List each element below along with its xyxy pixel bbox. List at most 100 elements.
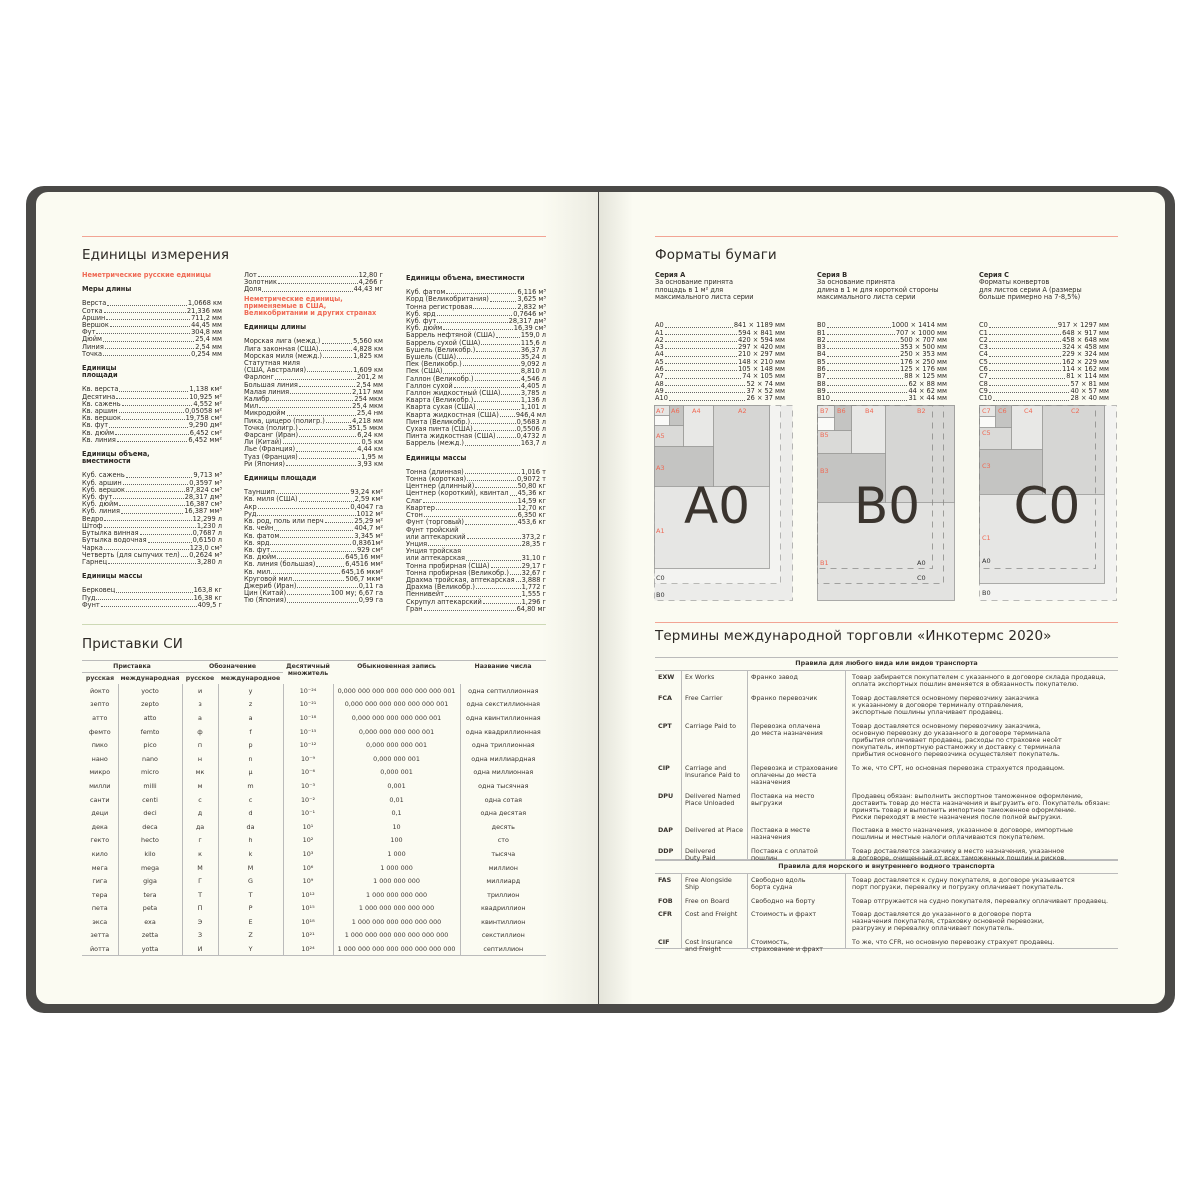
multiplier: 10⁻¹² [282, 738, 334, 752]
term-english: Carriage Paid to [681, 720, 747, 762]
format-row: B3 353 × 500 мм [817, 343, 947, 351]
dot-leader [100, 605, 197, 607]
unit-row: Куб. линия 16,387 мм³ [82, 508, 222, 515]
prefix-intl: yocto [117, 684, 183, 698]
multiplier: 10⁻² [282, 792, 334, 807]
number-name: одна тысячная [459, 779, 547, 793]
unit-name: Галлон (Великобр.) [406, 374, 474, 383]
sheet-2 [713, 405, 770, 487]
unit-value: 2,54 мм [356, 380, 383, 389]
unit-list: Берковец 163,8 кг Пуд 16,38 кг Фунт 409,5 г [82, 587, 222, 609]
dot-leader [102, 340, 195, 342]
ordinary-notation: 1 000 000 000 000 000 000 000 [332, 928, 461, 943]
unit-row: Квартер 12,70 кг [406, 504, 546, 512]
symbol-intl: c [217, 792, 284, 807]
si-row: нано nano н n 10⁻⁹ 0,000 000 001 одна миллиард… [82, 751, 547, 766]
unit-row: Кв. миля (США) 2,59 км² [244, 496, 383, 503]
format-name: C4 [979, 350, 988, 359]
unit-name: Баррель (межд.) [406, 439, 464, 448]
number-name: одна квинтиллионная [459, 711, 547, 725]
symbol-ru: Г [181, 874, 219, 888]
unit-row: Кв. дюйм 645,16 мм² [244, 553, 383, 561]
unit-value: 0,2624 м³ [189, 550, 222, 559]
dot-leader [464, 523, 517, 525]
term-russian: Перевозка оплачена до места назначения [747, 720, 845, 762]
dot-leader [324, 522, 354, 524]
unit-name: Кварта жидкостная (США) [406, 410, 499, 419]
dot-leader [423, 609, 516, 611]
unit-value: 1012 м² [356, 509, 384, 518]
series-description: За основание принята площадь в 1 м² для … [655, 278, 754, 301]
unit-value: 6,24 км [357, 431, 383, 440]
unit-name: Кв. фут [244, 545, 271, 554]
unit-value: 946,4 мл [515, 410, 546, 419]
dot-leader [471, 423, 516, 425]
unit-value: 4,218 мм [352, 416, 383, 425]
unit-name: Кв. фатом [244, 531, 280, 540]
multiplier: 10⁹ [282, 874, 334, 888]
dot-leader [107, 304, 187, 306]
prefix-intl: zepto [117, 697, 183, 712]
rule-group-header: Правила для любого вида или видов трансп… [655, 657, 1118, 671]
term-code: DDP [658, 847, 674, 855]
unit-value: 409,5 г [197, 600, 222, 609]
symbol-ru: с [181, 792, 219, 807]
unit-name: Кв. род, поль или перч [244, 517, 324, 526]
unit-name: или аптекарская [406, 554, 465, 563]
unit-name: Слаг [406, 496, 423, 505]
unit-row: Фунт (торговый) 453,6 кг [406, 519, 546, 526]
dot-leader [121, 419, 185, 421]
number-name: триллион [459, 887, 547, 902]
format-name: C2 [979, 335, 988, 344]
unit-row: Тонна пробирная (США) 29,17 г [406, 562, 546, 570]
term-code: FCA [658, 694, 673, 702]
format-row: B2 500 × 707 мм [817, 336, 947, 344]
unit-name: Куб. аршин [82, 478, 122, 487]
unit-value: 1,609 км [353, 366, 383, 375]
unit-value: 25,4 мкм [352, 402, 383, 411]
dot-leader [664, 370, 738, 372]
unit-name: Гарнец [82, 557, 108, 566]
dot-leader [435, 509, 517, 511]
incoterm-row: CFR Cost and Freight Стоимость и фрахт Това… [655, 908, 1118, 936]
paper-series-c: Серия С Форматы конвертов для листов сери… [979, 271, 1109, 403]
term-code: CPT [658, 722, 672, 730]
prefix-intl: milli [117, 779, 183, 793]
unit-value: 93,24 км² [350, 488, 383, 497]
unit-row: Гран 64,80 мг [406, 605, 546, 613]
ordinary-notation: 1 000 000 [332, 860, 461, 875]
format-label: C1 [982, 534, 991, 542]
prefix-ru: мега [91, 863, 108, 872]
si-row: милли milli м m 10⁻³ 0,001 одна тысячная [82, 779, 547, 793]
unit-name: Пика, цицеро (полигр.) [244, 416, 325, 425]
term-code: DPU [658, 792, 674, 800]
format-row: A4 210 × 297 мм [655, 351, 785, 359]
unit-row: Кв. вершок 19,758 см² [82, 415, 222, 422]
prefix-intl: zetta [117, 928, 183, 943]
unit-name: Десятина [82, 392, 116, 401]
format-label: A0 [917, 559, 926, 567]
prefix-intl: hecto [117, 833, 183, 848]
dot-leader [298, 457, 361, 459]
dot-leader [287, 601, 358, 603]
unit-name: Кв. ярд [244, 538, 270, 547]
unit-name: Туаз (Франция) [244, 452, 298, 461]
prefix-intl: atto [117, 711, 183, 725]
dot-leader [275, 493, 350, 495]
dot-leader [509, 494, 517, 496]
sheet-3 [654, 446, 714, 487]
term-description: Поставка в место назначения, указанное в… [845, 824, 1118, 845]
unit-value: 3,785 л [520, 389, 546, 398]
dot-leader [988, 370, 1062, 372]
sheet-8 [817, 417, 835, 431]
dot-leader [116, 441, 188, 443]
dot-leader [108, 563, 196, 565]
header-symbol: Обозначение [182, 660, 284, 673]
unit-row: Цин (Китай) 100 му; 6,67 га [244, 589, 383, 597]
incoterm-row: CIF Cost Insurance and Freight Стоимость, … [655, 936, 1118, 953]
unit-row: Кв. дюйм 6,452 см² [82, 429, 222, 437]
dot-leader [139, 534, 192, 536]
format-size: 324 × 458 мм [1062, 343, 1109, 352]
dot-leader [109, 426, 188, 428]
dot-leader [664, 341, 738, 343]
